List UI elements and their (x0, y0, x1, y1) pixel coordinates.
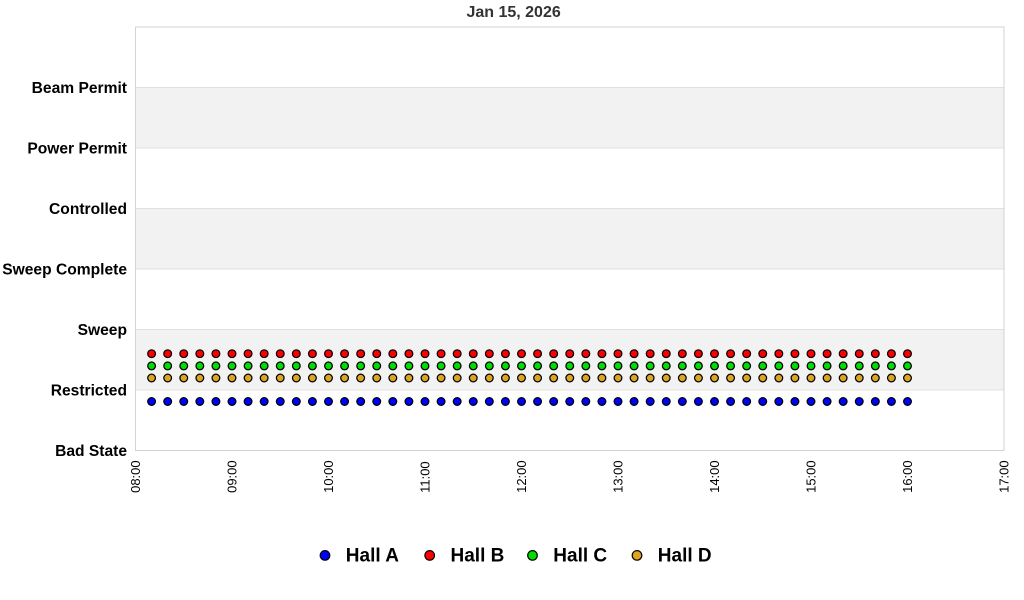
svg-text:Restricted: Restricted (51, 382, 127, 399)
svg-text:Sweep: Sweep (78, 322, 127, 339)
svg-text:Hall C: Hall C (553, 545, 607, 566)
svg-text:11:00: 11:00 (417, 461, 432, 493)
svg-text:Bad State: Bad State (55, 443, 127, 460)
svg-text:17:00: 17:00 (996, 460, 1011, 493)
svg-text:16:00: 16:00 (900, 460, 915, 493)
svg-text:12:00: 12:00 (514, 460, 529, 493)
svg-text:Beam Permit: Beam Permit (32, 80, 127, 97)
svg-text:09:00: 09:00 (224, 460, 239, 493)
svg-text:Controlled: Controlled (49, 201, 127, 218)
svg-text:Hall D: Hall D (658, 545, 712, 566)
svg-text:Power Permit: Power Permit (27, 140, 127, 157)
svg-text:08:00: 08:00 (128, 460, 143, 493)
svg-text:10:00: 10:00 (321, 460, 336, 493)
svg-text:Jan 15, 2026: Jan 15, 2026 (466, 4, 560, 21)
svg-text:Hall A: Hall A (346, 545, 399, 566)
svg-text:15:00: 15:00 (803, 460, 818, 493)
svg-text:Hall B: Hall B (451, 545, 505, 566)
svg-text:Sweep Complete: Sweep Complete (2, 261, 127, 278)
svg-text:14:00: 14:00 (707, 460, 722, 493)
svg-text:13:00: 13:00 (610, 460, 625, 493)
